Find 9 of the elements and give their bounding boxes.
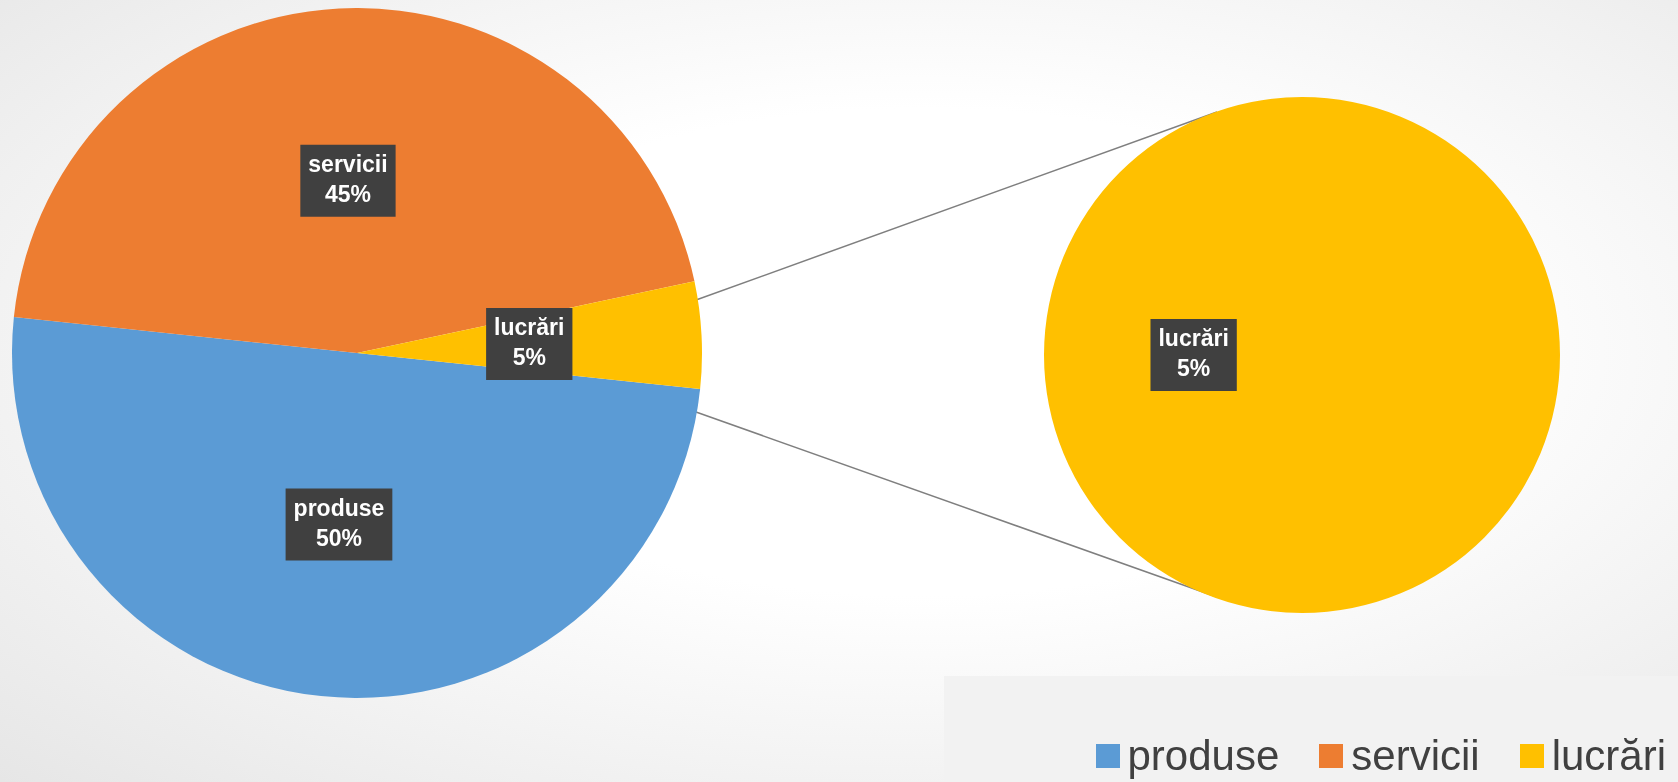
- legend-label: servicii: [1351, 732, 1480, 780]
- slice-label: servicii: [308, 151, 388, 178]
- data-label: 5%: [512, 344, 546, 371]
- slice-label: lucrări: [494, 314, 565, 341]
- legend-label: lucrări: [1551, 732, 1666, 780]
- slice-label: produse: [293, 494, 385, 521]
- data-label: 50%: [315, 524, 362, 551]
- legend-label: produse: [1127, 732, 1280, 780]
- data-label: 45%: [324, 181, 371, 208]
